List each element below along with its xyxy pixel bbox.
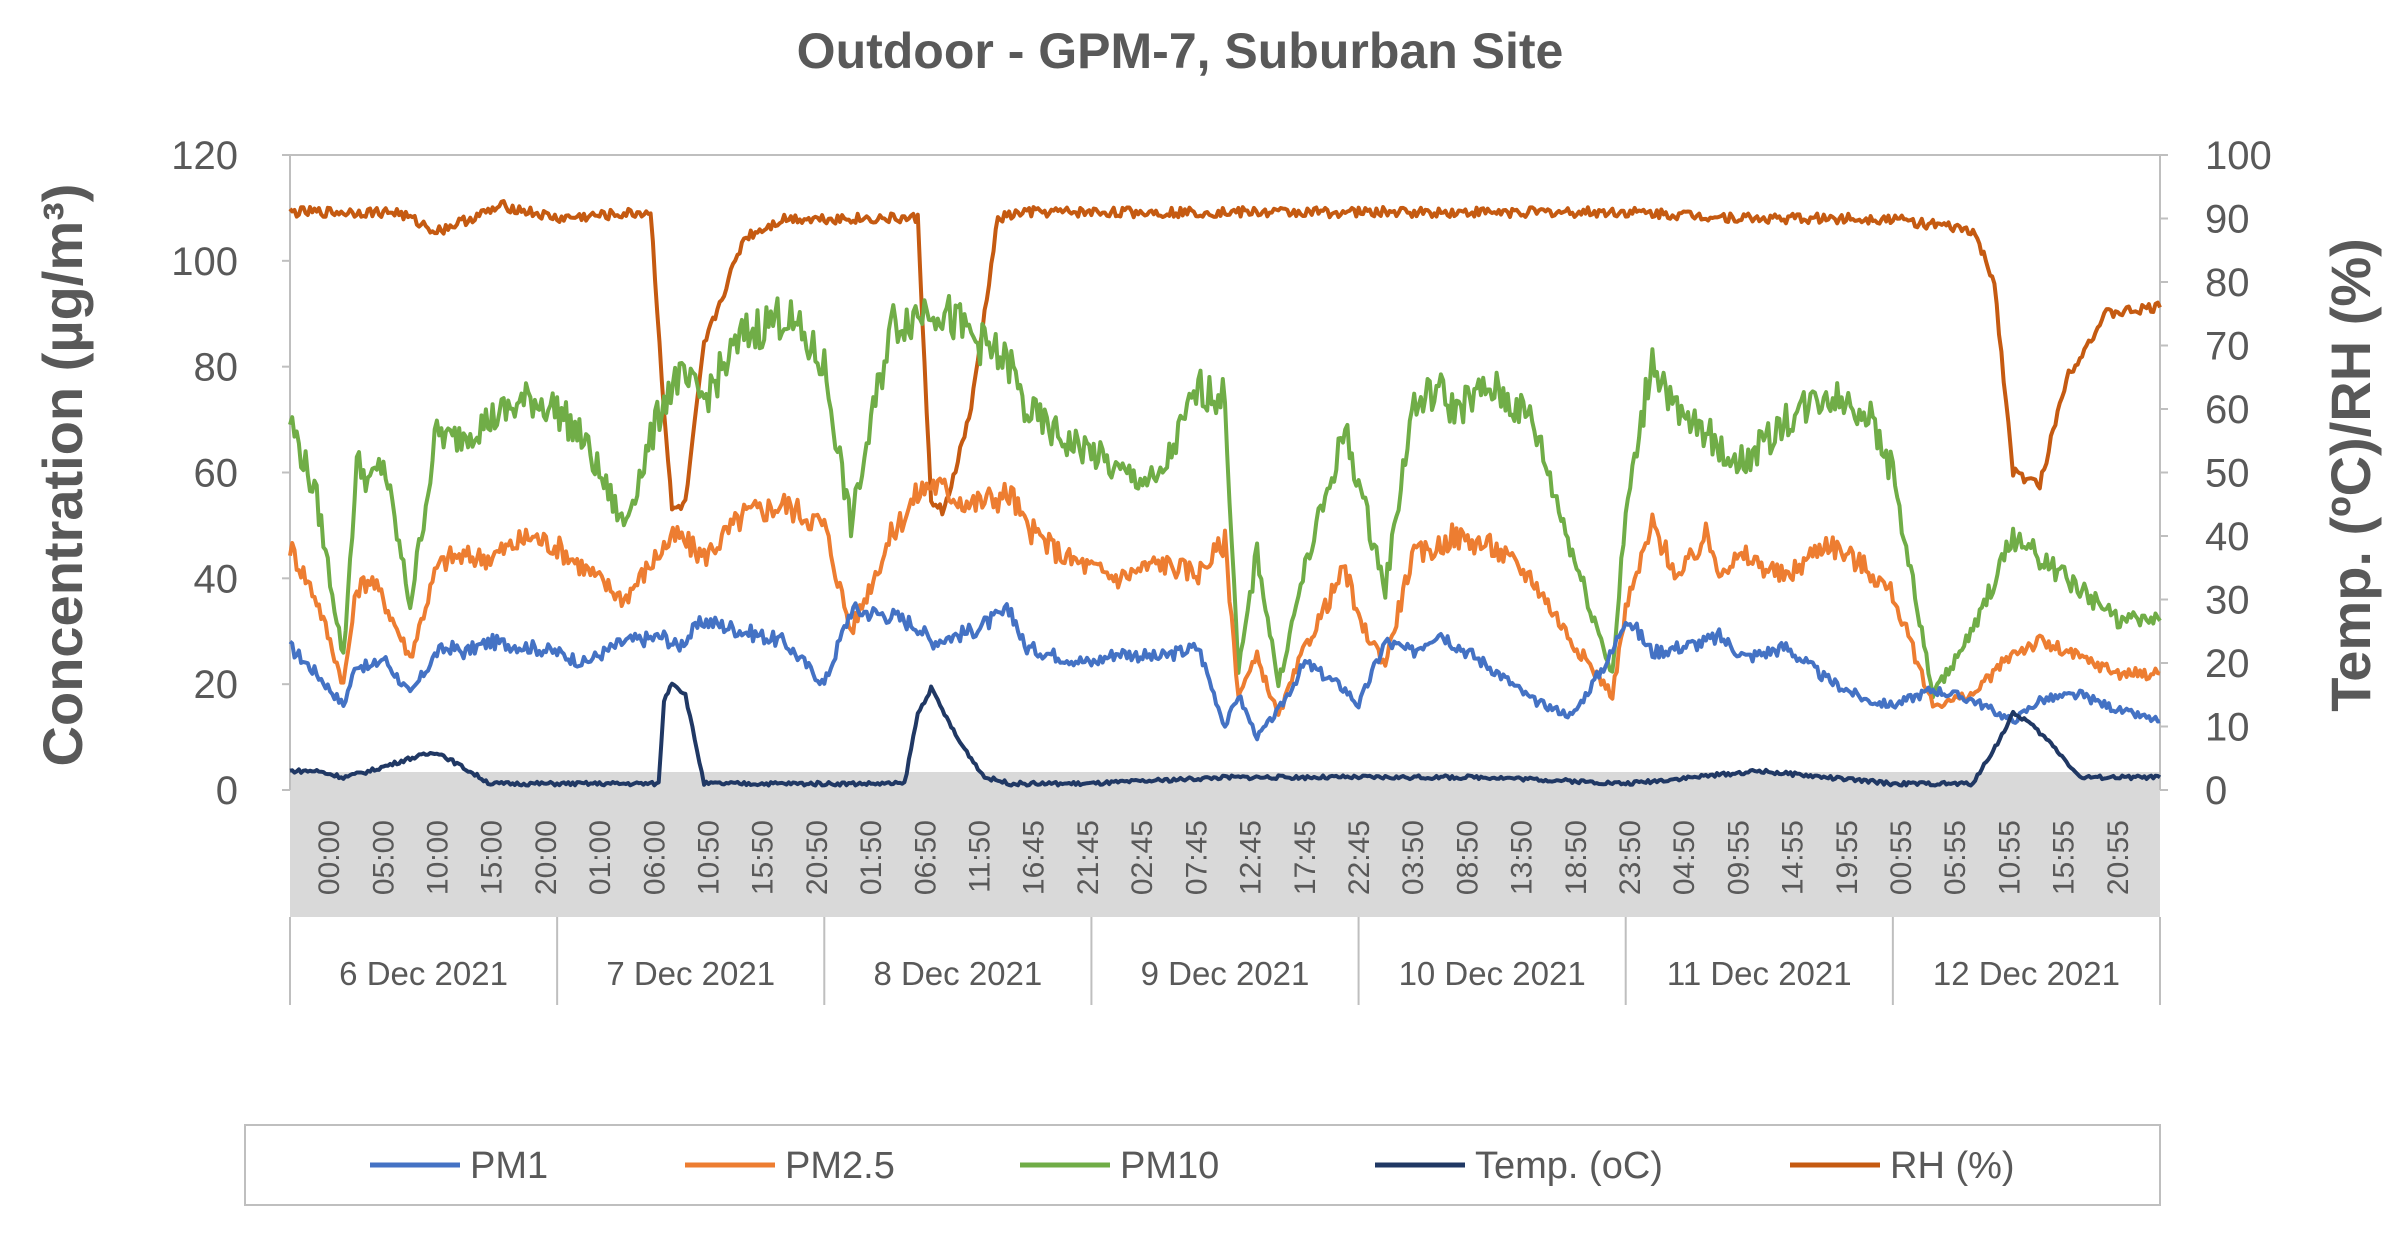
- x-tick-label: 10:50: [693, 820, 726, 895]
- y2-tick-label: 10: [2205, 706, 2250, 750]
- y-tick-label: 120: [171, 134, 238, 178]
- legend-label: RH (%): [1890, 1145, 2015, 1187]
- y2-tick-label: 70: [2205, 325, 2250, 369]
- x-tick-label: 02:45: [1126, 820, 1159, 895]
- x-tick-label: 03:50: [1397, 820, 1430, 895]
- x-tick-label: 20:00: [530, 820, 563, 895]
- x-tick-label: 16:45: [1018, 820, 1051, 895]
- x-tick-label: 12:45: [1235, 820, 1268, 895]
- x-tick-label: 06:50: [909, 820, 942, 895]
- series-line-pm2-5: [288, 476, 2161, 717]
- series-line-pm10: [288, 294, 2162, 700]
- y2-tick-label: 30: [2205, 579, 2250, 623]
- x-tick-label: 10:55: [1993, 820, 2026, 895]
- legend: PM1 PM2.5 PM10 Temp. (oC) RH (%): [244, 1124, 2161, 1206]
- x-tick-label: 06:00: [638, 820, 671, 895]
- day-label: 8 Dec 2021: [873, 955, 1042, 992]
- x-tick-label: 15:00: [476, 820, 509, 895]
- legend-label: Temp. (oC): [1475, 1145, 1663, 1187]
- x-tick-label: 00:55: [1885, 820, 1918, 895]
- x-tick-label: 15:50: [747, 820, 780, 895]
- legend-label: PM2.5: [785, 1145, 895, 1187]
- y-ticks: 0 20 40 60 80 100 120: [171, 134, 290, 813]
- y2-tick-label: 20: [2205, 642, 2250, 686]
- x-axis-band: [290, 772, 2160, 917]
- series-line-temp-oc: [289, 681, 2162, 788]
- chart-title: Outdoor - GPM-7, Suburban Site: [797, 23, 1564, 79]
- y2-tick-label: 80: [2205, 261, 2250, 305]
- y-tick-label: 100: [171, 240, 238, 284]
- day-label: 11 Dec 2021: [1667, 955, 1852, 992]
- x-tick-label: 22:45: [1343, 820, 1376, 895]
- y2-tick-label: 40: [2205, 515, 2250, 559]
- plot-area: [289, 154, 2161, 917]
- day-label: 7 Dec 2021: [606, 955, 775, 992]
- day-label: 10 Dec 2021: [1399, 955, 1586, 992]
- x-tick-label: 19:55: [1831, 820, 1864, 895]
- y-tick-label: 60: [194, 452, 239, 496]
- x-tick-label: 13:50: [1506, 820, 1539, 895]
- y2-tick-label: 90: [2205, 198, 2250, 242]
- x-tick-label: 10:00: [422, 820, 455, 895]
- x-tick-label: 15:55: [2048, 820, 2081, 895]
- series-line-pm1: [288, 601, 2161, 742]
- y2-tick-label: 100: [2205, 134, 2272, 178]
- y2-tick-label: 50: [2205, 452, 2250, 496]
- y-tick-label: 0: [216, 769, 238, 813]
- x-tick-label: 20:50: [801, 820, 834, 895]
- x-tick-label: 21:45: [1072, 820, 1105, 895]
- x-ticks: 00:00 05:00 10:00 15:00 20:00 01:00 06:00 10:50…: [313, 820, 2135, 895]
- x-tick-label: 18:50: [1560, 820, 1593, 895]
- x-tick-label: 23:50: [1614, 820, 1647, 895]
- y2-axis-title: Temp. (ºC)/RH (%): [2319, 238, 2382, 712]
- y2-tick-label: 0: [2205, 769, 2227, 813]
- y-tick-label: 40: [194, 557, 239, 601]
- x-tick-label: 01:00: [584, 820, 617, 895]
- x-tick-label: 11:50: [964, 820, 997, 893]
- day-labels: 6 Dec 2021 7 Dec 2021 8 Dec 2021 9 Dec 2021…: [289, 917, 2161, 1005]
- x-tick-label: 00:00: [313, 820, 346, 895]
- x-tick-label: 04:50: [1668, 820, 1701, 895]
- y2-tick-label: 60: [2205, 388, 2250, 432]
- y-axis-title: Concentration (µg/m³): [31, 184, 94, 767]
- plot-background: [290, 155, 2160, 790]
- x-tick-label: 17:45: [1289, 820, 1322, 895]
- x-tick-label: 08:50: [1451, 820, 1484, 895]
- day-label: 6 Dec 2021: [339, 955, 508, 992]
- legend-label: PM1: [470, 1145, 548, 1187]
- x-tick-label: 09:55: [1722, 820, 1755, 895]
- series-line-rh: [288, 199, 2162, 517]
- day-label: 12 Dec 2021: [1933, 955, 2120, 992]
- x-tick-label: 20:55: [2102, 820, 2135, 895]
- day-label: 9 Dec 2021: [1141, 955, 1310, 992]
- x-tick-label: 05:55: [1939, 820, 1972, 895]
- x-tick-label: 14:55: [1777, 820, 1810, 895]
- y-tick-label: 80: [194, 346, 239, 390]
- series-lines: [288, 199, 2162, 788]
- x-tick-label: 07:45: [1180, 820, 1213, 895]
- legend-label: PM10: [1120, 1145, 1219, 1187]
- x-tick-label: 05:00: [367, 820, 400, 895]
- x-tick-label: 01:50: [855, 820, 888, 895]
- y-tick-label: 20: [194, 663, 239, 707]
- y2-ticks: 0 10 20 30 40 50 60 70 80 90 100: [2160, 134, 2272, 813]
